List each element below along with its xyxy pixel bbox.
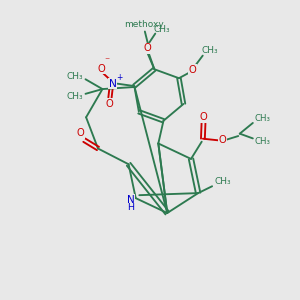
Text: N: N: [127, 195, 134, 205]
Text: O: O: [144, 44, 152, 53]
Text: methoxy: methoxy: [124, 20, 164, 29]
Text: CH₃: CH₃: [214, 177, 231, 186]
Text: O: O: [106, 99, 113, 109]
Text: O: O: [200, 112, 207, 122]
Text: H: H: [128, 202, 134, 211]
Text: O: O: [76, 128, 84, 138]
Text: CH₃: CH₃: [202, 46, 218, 55]
Text: O: O: [144, 44, 152, 53]
Text: CH₃: CH₃: [255, 114, 271, 123]
Text: ⁻: ⁻: [104, 57, 110, 67]
Text: CH₃: CH₃: [255, 137, 271, 146]
Text: CH₃: CH₃: [66, 72, 83, 81]
Text: O: O: [98, 64, 106, 74]
Text: CH₃: CH₃: [66, 92, 83, 101]
Text: O: O: [188, 65, 196, 75]
Text: O: O: [219, 136, 227, 146]
Text: +: +: [116, 73, 123, 82]
Text: CH₃: CH₃: [154, 25, 170, 34]
Text: N: N: [109, 79, 117, 89]
